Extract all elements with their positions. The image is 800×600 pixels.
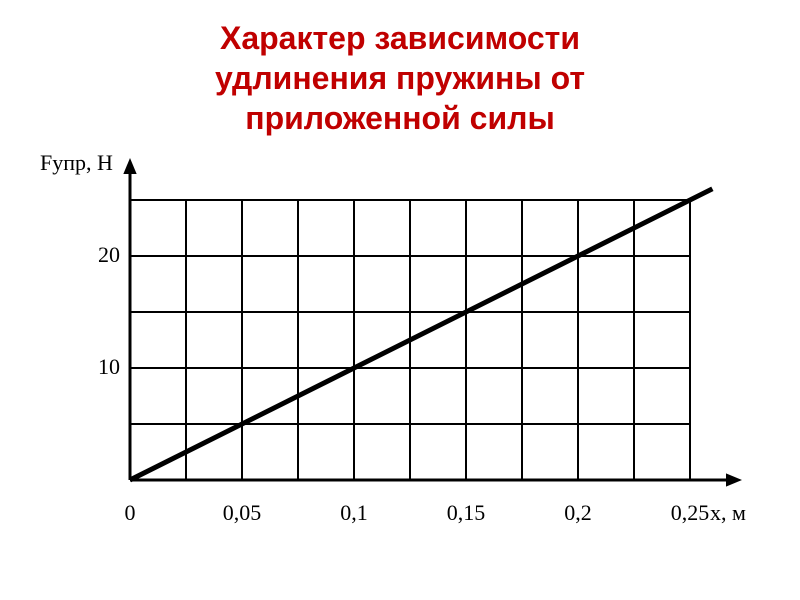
y-axis-label: Fупр, Н (40, 150, 113, 176)
y-tick-label: 20 (75, 242, 120, 268)
x-tick-label: 0,25 (660, 500, 720, 526)
y-tick-label: 10 (75, 354, 120, 380)
chart-area: Fупр, Н x, м 102000,050,10,150,20,25 (40, 150, 760, 580)
x-tick-label: 0,05 (212, 500, 272, 526)
slide-container: Характер зависимости удлинения пружины о… (0, 0, 800, 600)
x-tick-label: 0,1 (324, 500, 384, 526)
x-tick-label: 0,2 (548, 500, 608, 526)
title-line-2: удлинения пружины от (215, 60, 585, 96)
x-tick-label: 0,15 (436, 500, 496, 526)
title-line-1: Характер зависимости (220, 20, 580, 56)
title-line-3: приложенной силы (245, 100, 555, 136)
x-tick-label: 0 (100, 500, 160, 526)
slide-title: Характер зависимости удлинения пружины о… (0, 18, 800, 138)
